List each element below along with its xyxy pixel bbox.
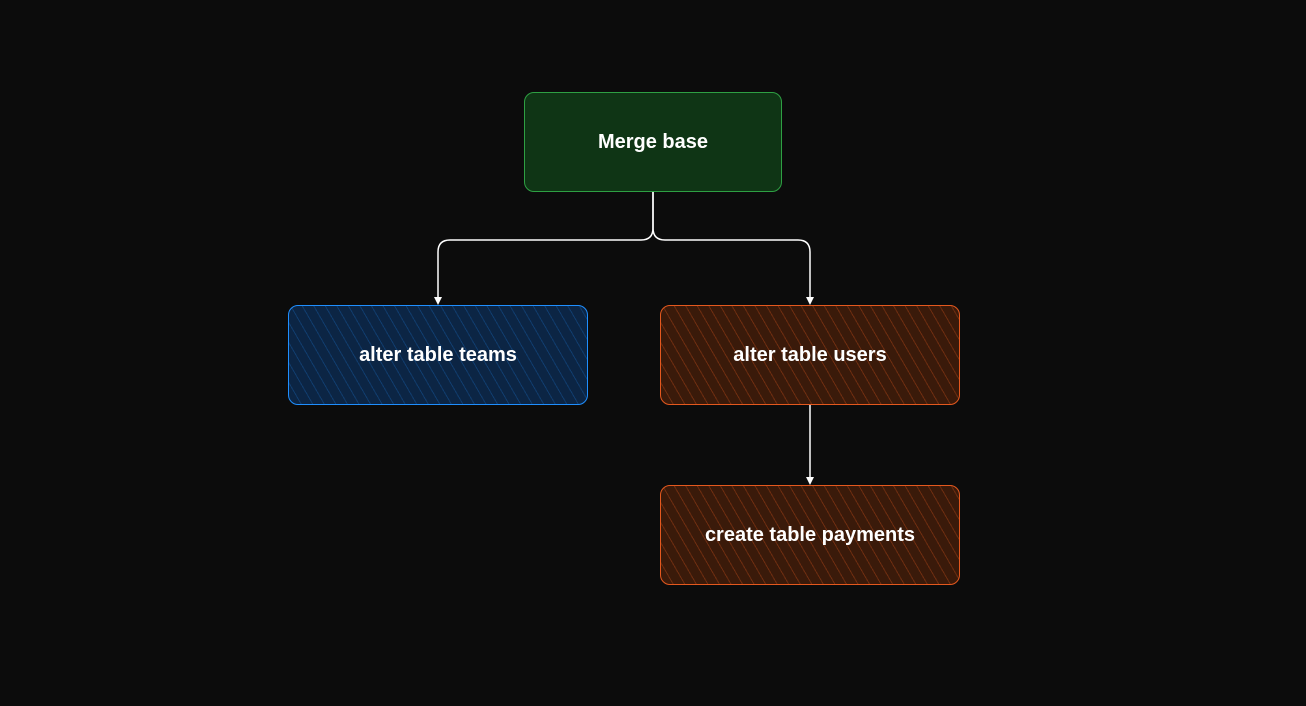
node-label: alter table users <box>733 344 886 367</box>
node-label: Merge base <box>598 131 708 154</box>
node-label: alter table teams <box>359 344 517 367</box>
node-alter-teams: alter table teams <box>288 305 588 405</box>
edge <box>438 192 653 303</box>
edge <box>653 192 810 303</box>
node-merge-base: Merge base <box>524 92 782 192</box>
node-label: create table payments <box>705 524 915 547</box>
node-create-payments: create table payments <box>660 485 960 585</box>
node-alter-users: alter table users <box>660 305 960 405</box>
diagram-canvas: Merge base alter table teams alter table… <box>0 0 1306 706</box>
